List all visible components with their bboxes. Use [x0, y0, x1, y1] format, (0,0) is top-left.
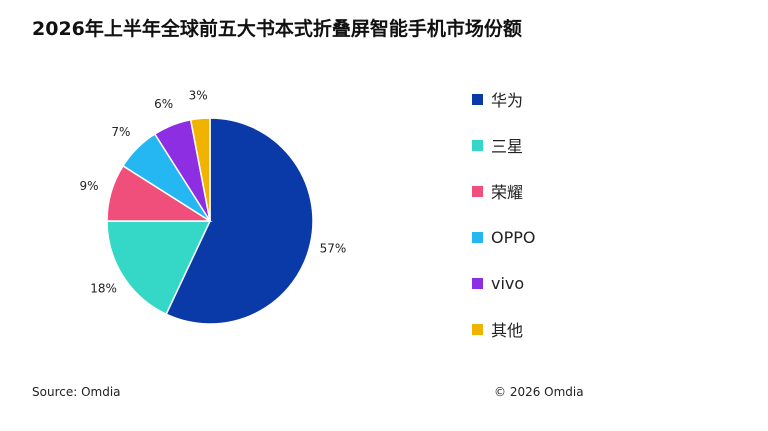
legend-label-4: OPPO	[491, 227, 536, 247]
legend-swatch-2	[472, 139, 483, 151]
legend-swatch-1	[472, 93, 483, 105]
pie-slice-label-5: 6%	[154, 97, 173, 111]
pie-slice-1	[165, 117, 314, 325]
source-note: Source: Omdia	[32, 385, 121, 399]
pie-slice-label-1: 57%	[320, 241, 347, 255]
legend-label-5: vivo	[491, 273, 525, 293]
legend-swatch-5	[472, 277, 483, 289]
legend-item-6: 其他	[472, 316, 523, 342]
chart-title: 2026年上半年全球前五大书本式折叠屏智能手机市场份额	[32, 18, 522, 40]
legend-label-3: 荣耀	[491, 183, 524, 202]
legend-label-1: 华为	[491, 91, 524, 110]
legend-swatch-4	[472, 231, 483, 243]
pie-slice-label-3: 9%	[79, 179, 98, 193]
legend-item-1: 华为	[472, 86, 523, 112]
legend-swatch-6	[472, 323, 483, 335]
pie-slice-label-4: 7%	[111, 125, 130, 139]
pie-slice-2	[106, 220, 212, 316]
legend-label-2: 三星	[491, 137, 524, 156]
pie-slice-6	[189, 117, 211, 222]
legend-swatch-3	[472, 185, 483, 197]
legend-item-3: 荣耀	[472, 178, 523, 204]
legend-item-5: vivo	[472, 270, 524, 296]
pie-slice-label-2: 18%	[90, 282, 117, 296]
legend-label-6: 其他	[491, 321, 524, 340]
pie-slice-label-6: 3%	[189, 89, 208, 103]
copyright-note: © 2026 Omdia	[494, 385, 584, 399]
legend-item-4: OPPO	[472, 224, 535, 250]
legend-item-2: 三星	[472, 132, 523, 158]
